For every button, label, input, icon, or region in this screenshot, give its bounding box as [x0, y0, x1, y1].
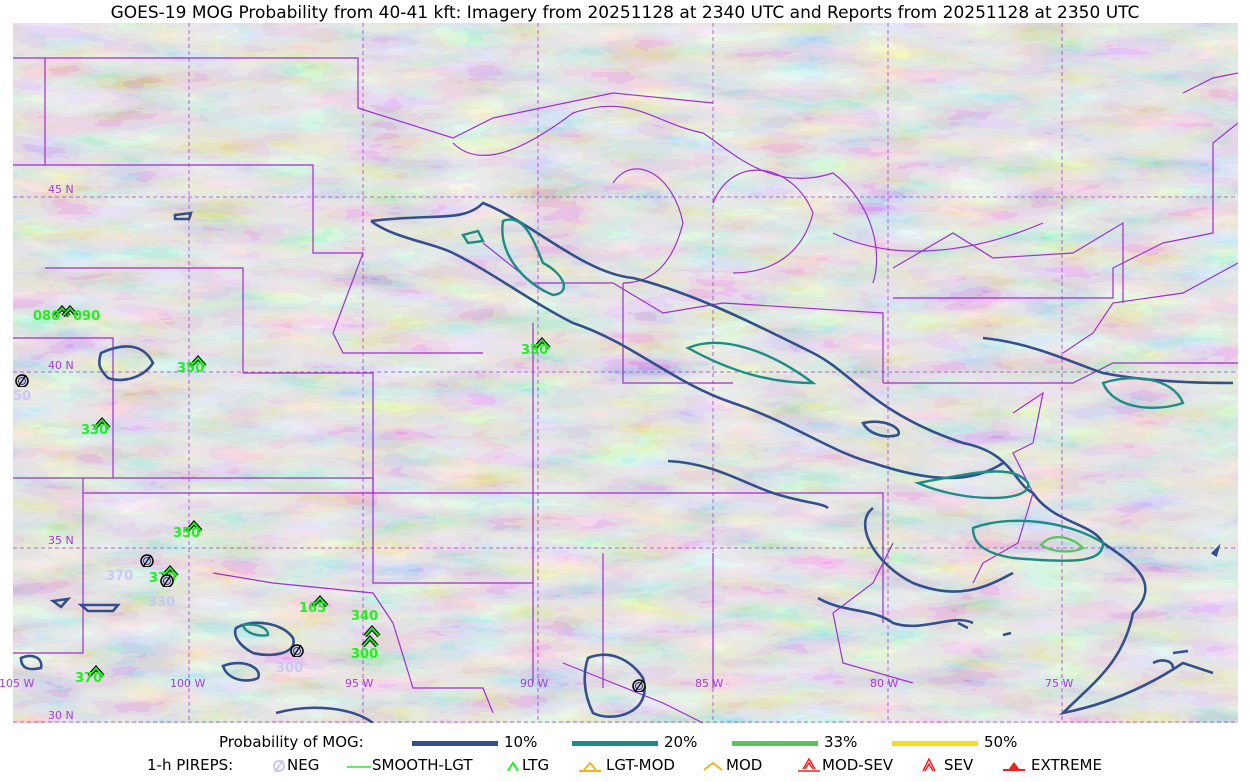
pirep-altitude-label: 350 [521, 343, 549, 358]
neg-pirep-circle-slash-icon [15, 374, 29, 387]
pirep-altitude-label: 330 [148, 595, 176, 610]
cloud-imagery [13, 23, 1238, 723]
filled-triangle-icon [1003, 762, 1025, 771]
ltg-pirep-caret-icon [533, 336, 551, 349]
neg-pirep-circle-slash-icon [290, 644, 304, 657]
mog-50-swatch [892, 741, 978, 746]
lon-label: 80 W [870, 677, 899, 690]
mog-20-label: 20% [664, 733, 698, 751]
neg-pirep-circle-slash-icon [160, 574, 174, 587]
pirep-altitude-label: 350 [177, 361, 205, 376]
lon-label: 100 W [170, 677, 206, 690]
pirep-legend-title: 1-h PIREPS: [147, 756, 234, 774]
state-borders [13, 57, 1238, 723]
ltg-pirep-caret-icon [363, 624, 381, 637]
mog-20pct-contours [241, 218, 1185, 637]
sev-label: SEV [944, 756, 974, 774]
lgt-mod-label: LGT-MOD [606, 756, 675, 774]
mog-50-label: 50% [984, 733, 1018, 751]
chart-title: GOES-19 MOG Probability from 40-41 kft: … [110, 3, 1140, 23]
lon-label: 90 W [520, 677, 549, 690]
pirep-altitude-label: 300 [351, 647, 379, 662]
ltg-label: LTG [522, 756, 550, 774]
mog-20-swatch [572, 741, 658, 746]
ltg-pirep-caret-icon [311, 594, 329, 607]
double-caret-bar-icon [798, 757, 820, 772]
neg-pirep-circle-slash-icon [140, 554, 154, 567]
ltg-pirep-caret-icon [185, 519, 203, 532]
neg-pirep-circle-slash-icon [632, 679, 646, 692]
pirep-altitude-label: 080 [33, 309, 61, 324]
double-caret-icon [922, 757, 936, 772]
lon-label: 105 W [0, 677, 35, 690]
ltg-pirep-caret-icon [361, 634, 379, 647]
mog-33-swatch [732, 741, 818, 746]
satellite-map: 45 N 40 N 35 N 30 N 105 W 100 W 95 W 90 … [0, 23, 1238, 723]
pirep-altitude-label: 370 [75, 671, 103, 686]
ltg-pirep-caret-icon [189, 354, 207, 367]
pirep-altitude-label: 300 [276, 661, 304, 676]
mod-sev-label: MOD-SEV [822, 756, 893, 774]
mog-10pct-contours [19, 201, 1234, 723]
neg-circle-slash-icon [273, 759, 285, 773]
line-icon [347, 766, 371, 768]
ltg-pirep-caret-icon [93, 416, 111, 429]
pirep-altitude-label: 165 [299, 601, 327, 616]
mog-10-label: 10% [504, 733, 538, 751]
neg-label: NEG [287, 756, 320, 774]
ltg-pirep-caret-icon [61, 304, 79, 317]
caret-icon [703, 761, 723, 771]
lon-label: 95 W [345, 677, 374, 690]
lon-label: 75 W [1045, 677, 1074, 690]
mog-10-swatch [412, 741, 498, 746]
pirep-altitude-label: 340 [351, 609, 379, 624]
lon-label: 85 W [695, 677, 724, 690]
ltg-pirep-caret-icon [87, 664, 105, 677]
lat-label: 30 N [48, 709, 74, 722]
pirep-altitude-label: 370 [106, 569, 134, 584]
mod-label: MOD [726, 756, 763, 774]
lat-label: 45 N [48, 183, 74, 196]
pirep-altitude-label: 350 [173, 526, 201, 541]
extreme-label: EXTREME [1031, 756, 1102, 774]
mog-33-label: 33% [824, 733, 858, 751]
pirep-altitude-label: 090 [73, 309, 101, 324]
smooth-lgt-label: SMOOTH-LGT [372, 756, 473, 774]
mog-33pct-contours [1039, 536, 1085, 553]
map-svg [13, 23, 1238, 723]
pirep-altitude-label: 50 [13, 389, 32, 404]
caret-icon [507, 761, 519, 772]
lat-label: 35 N [48, 534, 74, 547]
lat-label: 40 N [48, 359, 74, 372]
caret-bar-icon [579, 761, 601, 772]
mog-legend-title: Probability of MOG: [219, 733, 364, 751]
ltg-pirep-caret-icon [161, 564, 179, 577]
pirep-altitude-label: 330 [81, 423, 109, 438]
